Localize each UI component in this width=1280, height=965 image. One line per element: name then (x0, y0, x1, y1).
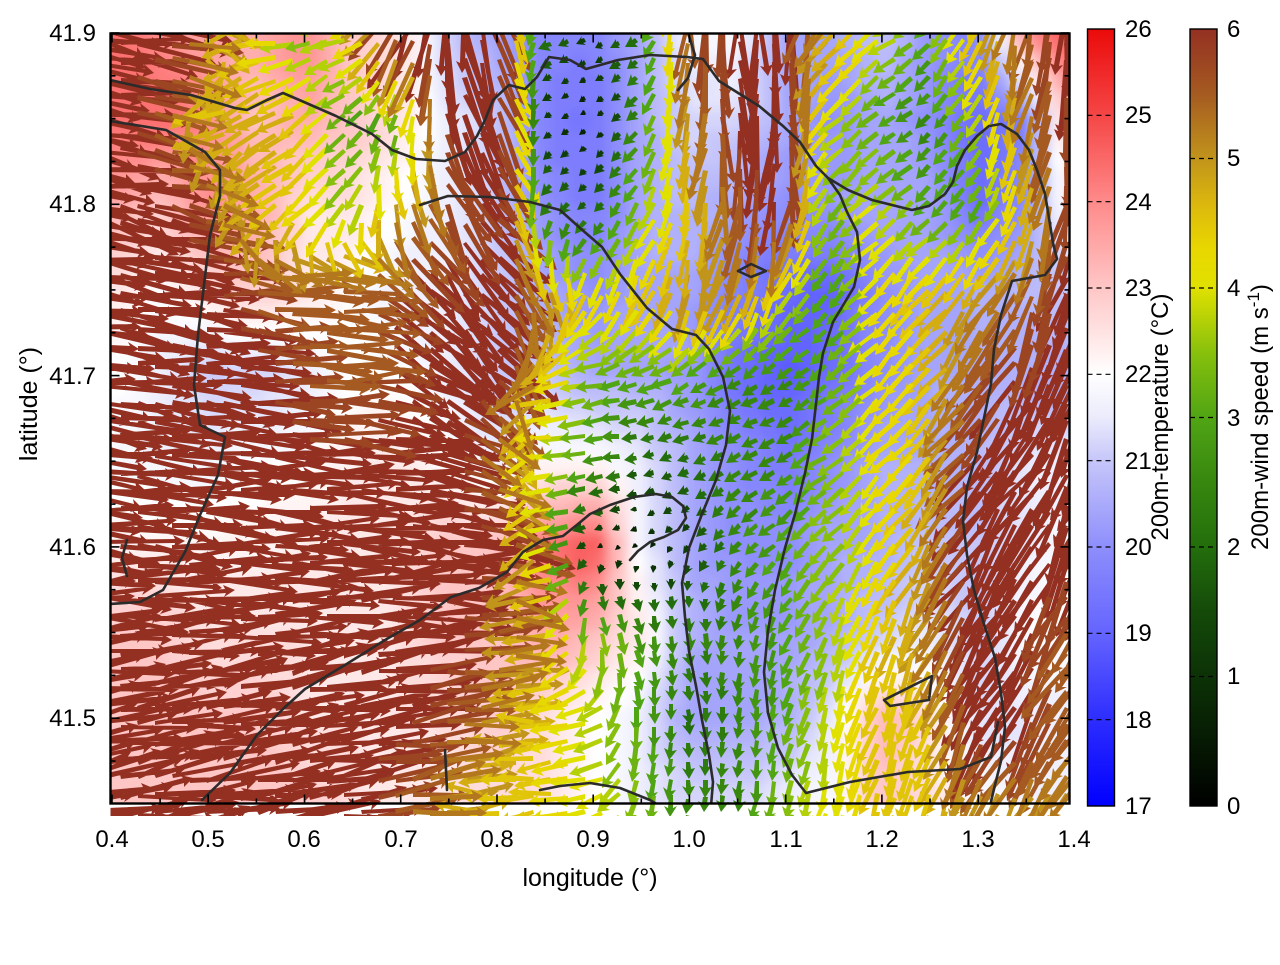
svg-text:0.4: 0.4 (95, 826, 128, 853)
svg-text:2: 2 (1227, 534, 1240, 561)
svg-text:0.6: 0.6 (287, 826, 320, 853)
svg-text:41.9: 41.9 (49, 20, 96, 47)
svg-text:0: 0 (1227, 793, 1240, 820)
svg-text:1.4: 1.4 (1057, 826, 1090, 853)
svg-text:1.2: 1.2 (865, 826, 898, 853)
svg-text:5: 5 (1227, 145, 1240, 172)
svg-text:41.6: 41.6 (49, 534, 96, 561)
svg-text:23: 23 (1125, 275, 1152, 302)
svg-text:19: 19 (1125, 620, 1152, 647)
svg-text:18: 18 (1125, 707, 1152, 734)
svg-text:22: 22 (1125, 361, 1152, 388)
svg-text:longitude (°): longitude (°) (522, 864, 657, 892)
svg-text:6: 6 (1227, 16, 1240, 43)
svg-text:200m-wind speed (m s-1): 200m-wind speed (m s-1) (1244, 284, 1274, 550)
svg-text:0.5: 0.5 (191, 826, 224, 853)
svg-text:0.8: 0.8 (480, 826, 513, 853)
svg-text:1.1: 1.1 (769, 826, 802, 853)
svg-text:3: 3 (1227, 405, 1240, 432)
svg-text:41.7: 41.7 (49, 363, 96, 390)
svg-text:latitude (°): latitude (°) (15, 347, 43, 461)
svg-text:21: 21 (1125, 448, 1152, 475)
svg-text:0.9: 0.9 (576, 826, 609, 853)
svg-text:41.5: 41.5 (49, 705, 96, 732)
svg-text:4: 4 (1227, 275, 1240, 302)
svg-text:200m-temperature (°C): 200m-temperature (°C) (1147, 293, 1174, 540)
svg-text:24: 24 (1125, 189, 1152, 216)
svg-text:1.3: 1.3 (961, 826, 994, 853)
svg-text:25: 25 (1125, 102, 1152, 129)
svg-text:1.0: 1.0 (672, 826, 705, 853)
svg-text:0.7: 0.7 (384, 826, 417, 853)
svg-text:26: 26 (1125, 16, 1152, 43)
svg-text:1: 1 (1227, 663, 1240, 690)
svg-text:17: 17 (1125, 793, 1152, 820)
svg-text:41.8: 41.8 (49, 191, 96, 218)
svg-text:20: 20 (1125, 534, 1152, 561)
